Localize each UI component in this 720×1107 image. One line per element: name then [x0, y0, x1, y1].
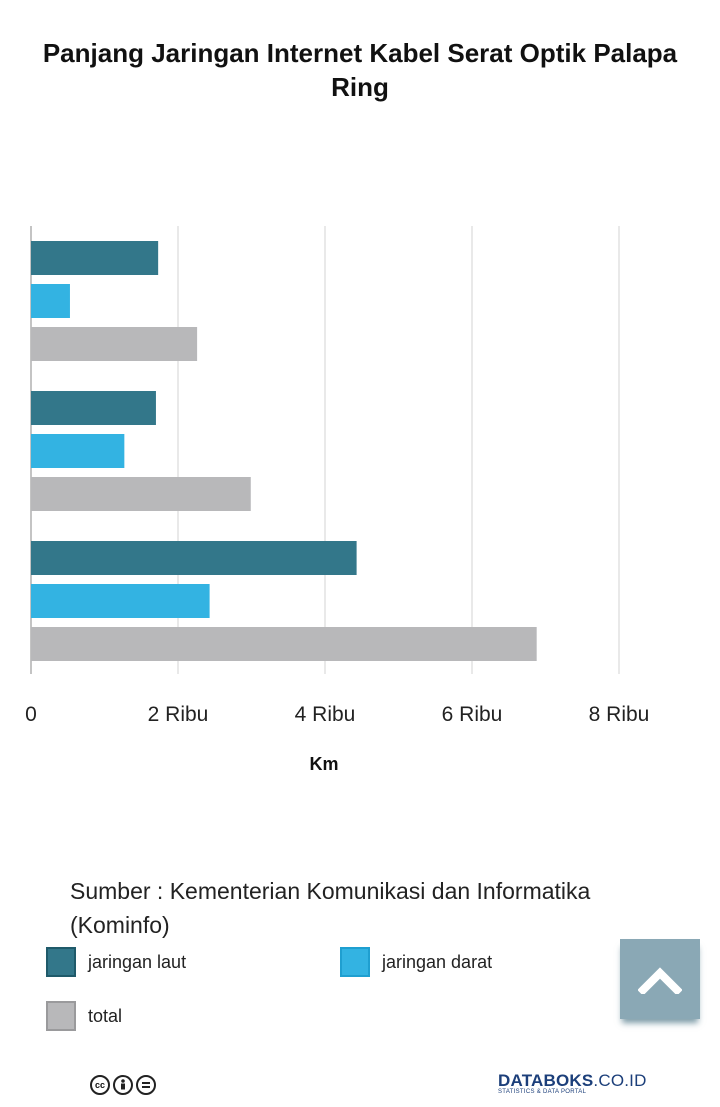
- legend-swatch-jaringan-darat: [340, 947, 370, 977]
- legend-item-jaringan-darat[interactable]: jaringan darat: [340, 947, 492, 977]
- x-axis-label: Km: [309, 754, 338, 774]
- bar-total-0[interactable]: [31, 327, 198, 361]
- bar-jaringan-laut-2[interactable]: [31, 541, 357, 575]
- databoks-logo[interactable]: DATABOKS.CO.ID STATISTICS & DATA PORTAL: [498, 1071, 647, 1095]
- legend-swatch-jaringan-laut: [46, 947, 76, 977]
- bar-total-1[interactable]: [31, 477, 251, 511]
- by-icon: [113, 1075, 133, 1095]
- bar-jaringan-darat-2[interactable]: [31, 584, 210, 618]
- nd-icon: [136, 1075, 156, 1095]
- x-tick-label: 2 Ribu: [148, 703, 209, 726]
- legend-label-total: total: [88, 1005, 123, 1026]
- x-tick-label: 4 Ribu: [295, 703, 356, 726]
- bar-jaringan-darat-1[interactable]: [31, 434, 125, 468]
- legend-label-jaringan-laut: jaringan laut: [88, 951, 187, 972]
- chart-title: Panjang Jaringan Internet Kabel Serat Op…: [42, 38, 678, 102]
- x-tick-label: 6 Ribu: [442, 703, 503, 726]
- x-tick-label: 8 Ribu: [589, 703, 650, 726]
- license-icons: cc: [90, 1075, 156, 1095]
- legend-item-total[interactable]: total: [46, 1001, 122, 1031]
- bar-jaringan-laut-1[interactable]: [31, 391, 156, 425]
- cc-icon: cc: [90, 1075, 110, 1095]
- bar-jaringan-laut-0[interactable]: [31, 241, 159, 275]
- bar-total-2[interactable]: [31, 627, 537, 661]
- bar-jaringan-darat-0[interactable]: [31, 284, 70, 318]
- brand-name: DATABOKS.CO.ID: [498, 1071, 647, 1090]
- scroll-to-top-button[interactable]: [620, 939, 700, 1019]
- legend-item-jaringan-laut[interactable]: jaringan laut: [46, 947, 186, 977]
- chevron-up-icon: [638, 967, 682, 994]
- legend-label-jaringan-darat: jaringan darat: [382, 951, 493, 972]
- source-text: Sumber : Kementerian Komunikasi dan Info…: [70, 878, 591, 938]
- brand-tagline: STATISTICS & DATA PORTAL: [498, 1089, 587, 1095]
- legend-swatch-total: [46, 1001, 76, 1031]
- x-tick-label: 0: [25, 703, 37, 726]
- bar-chart: 0 2 Ribu 4 Ribu 6 Ribu 8 Ribu Km: [25, 226, 650, 774]
